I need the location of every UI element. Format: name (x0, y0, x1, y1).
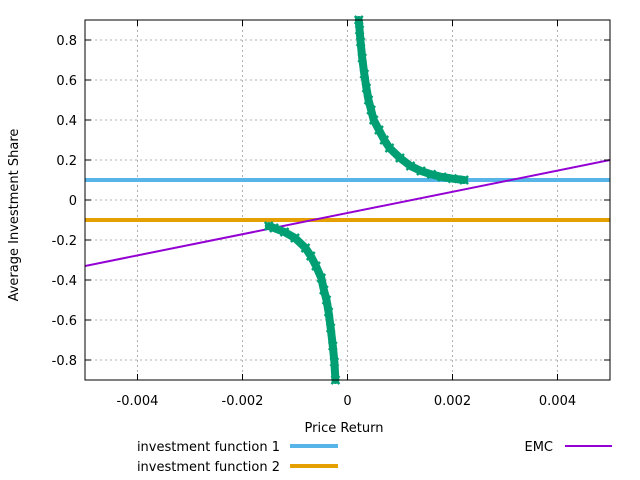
data-point (426, 169, 437, 180)
x-tick-label: 0.002 (434, 394, 471, 409)
x-tick-label: 0.004 (539, 394, 576, 409)
data-point (374, 125, 384, 135)
data-point (263, 221, 274, 231)
series-band (264, 222, 340, 384)
x-tick-label: -0.002 (222, 394, 264, 409)
y-axis-label: Average Investment Share (7, 129, 22, 302)
x-tick-label: -0.004 (117, 394, 159, 409)
axis-ticks: -0.004 -0.002 0 0.002 0.004 0.8 0.6 0.4 0.2 0 -0.2… (52, 20, 610, 409)
data-point (366, 105, 377, 115)
data-point (363, 95, 374, 105)
data-point (395, 153, 405, 163)
data-point (405, 161, 416, 171)
data-point (459, 175, 469, 185)
data-point (321, 295, 332, 305)
y-tick-label: 0.2 (56, 154, 77, 169)
data-point (357, 53, 368, 63)
y-tick-label: 0.8 (56, 34, 77, 49)
legend-entry: EMC (524, 440, 612, 455)
legend-label: EMC (524, 440, 553, 455)
data-point (384, 143, 395, 153)
data-point (361, 83, 372, 93)
data-point (359, 69, 370, 79)
series-band (354, 16, 469, 184)
data-point (316, 273, 327, 283)
data-point (355, 37, 366, 47)
legend-label: investment function 1 (137, 440, 280, 455)
data-point (269, 223, 279, 233)
data-point (437, 172, 447, 182)
data-point (279, 227, 290, 237)
legend-label: investment function 2 (137, 460, 280, 475)
data-point (325, 323, 336, 333)
data-point (368, 115, 379, 125)
data-point (447, 173, 458, 184)
y-tick-label: -0.4 (52, 274, 77, 289)
data-point (290, 233, 300, 243)
data-point (327, 341, 338, 351)
data-point (300, 243, 311, 253)
data-point (323, 307, 334, 317)
legend-entry: investment function 1 (137, 440, 338, 455)
data-point (354, 25, 365, 35)
series-line (85, 159, 610, 267)
data-point (379, 135, 390, 145)
data-point (305, 251, 316, 261)
legend: investment function 1 investment function… (137, 440, 612, 475)
data-point (318, 285, 329, 295)
x-tick-label: 0 (343, 394, 351, 409)
legend-entry: investment function 2 (137, 460, 338, 475)
y-tick-label: 0.6 (56, 74, 77, 89)
series-3 (353, 15, 469, 185)
y-tick-label: -0.8 (52, 354, 77, 369)
series-2 (85, 159, 610, 267)
y-tick-label: 0.4 (56, 114, 77, 129)
grid (85, 20, 610, 380)
plot-series (85, 15, 610, 385)
y-tick-label: -0.2 (52, 234, 77, 249)
data-point (416, 166, 426, 176)
series-4 (263, 221, 341, 385)
y-tick-label: -0.6 (52, 314, 77, 329)
x-axis-label: Price Return (305, 421, 384, 436)
data-point (329, 357, 340, 367)
y-tick-label: 0 (69, 194, 77, 209)
data-point (311, 261, 321, 271)
